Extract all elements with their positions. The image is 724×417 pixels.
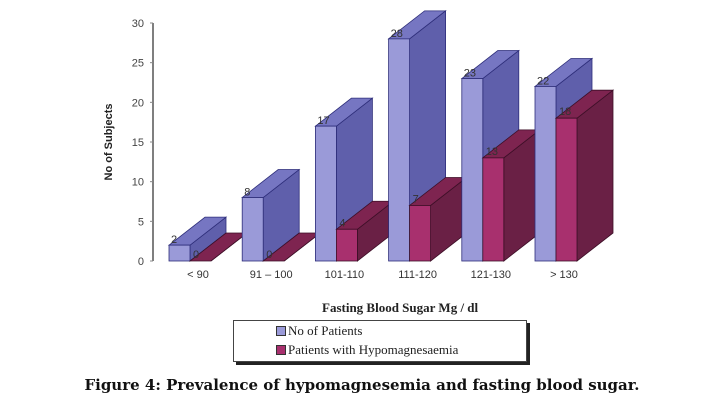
bar-side-face xyxy=(576,89,614,262)
data-label: 23 xyxy=(464,68,476,80)
x-axis-title: Fasting Blood Sugar Mg / dl xyxy=(322,300,479,315)
x-tick-label: 111-120 xyxy=(398,269,437,281)
bar-hypomagnesaemia xyxy=(408,176,468,262)
bar-hypomagnesaemia xyxy=(554,89,615,262)
legend-item-hypomagnesaemia: Patients with Hypomagnesaemia xyxy=(276,342,458,358)
y-tick-label: 20 xyxy=(132,97,144,109)
bar-front-face xyxy=(241,197,264,262)
data-label: 8 xyxy=(244,187,250,199)
data-label: 13 xyxy=(486,146,498,158)
y-axis-title: No of Subjects xyxy=(103,103,115,180)
figure-caption: Figure 4: Prevalence of hypomagnesemia a… xyxy=(84,376,640,394)
legend-item-no-of-patients: No of Patients xyxy=(276,323,362,339)
bar-front-face xyxy=(168,244,191,262)
bar-front-face xyxy=(388,38,411,262)
data-label: 18 xyxy=(559,106,571,118)
data-label: 22 xyxy=(537,75,549,87)
y-tick-label: 0 xyxy=(138,256,144,268)
data-label: 28 xyxy=(391,28,403,40)
y-tick-label: 30 xyxy=(132,18,144,30)
y-tick-label: 10 xyxy=(132,177,144,189)
x-tick-label: 101-110 xyxy=(325,269,365,281)
legend-label-no-of-patients: No of Patients xyxy=(288,323,363,338)
data-label: 7 xyxy=(413,193,419,205)
data-label: 0 xyxy=(266,249,272,261)
bar-no-of-patients xyxy=(241,168,301,262)
data-label: 17 xyxy=(317,115,329,127)
legend: No of Patients Patients with Hypomagnesa… xyxy=(233,320,527,362)
bar-hypomagnesaemia xyxy=(481,129,541,262)
x-tick-label: > 130 xyxy=(550,269,578,281)
data-label: 0 xyxy=(193,249,199,261)
data-label: 4 xyxy=(339,217,345,229)
legend-swatch-no-of-patients xyxy=(276,326,286,336)
y-tick-label: 15 xyxy=(132,137,144,149)
legend-label-hypomagnesaemia: Patients with Hypomagnesaemia xyxy=(288,342,459,357)
bar-front-face xyxy=(335,228,358,262)
x-tick-label: 91 – 100 xyxy=(250,269,293,281)
bar-front-face xyxy=(482,157,505,262)
y-tick-label: 5 xyxy=(138,216,144,228)
bar-front-face xyxy=(314,125,337,262)
bar-front-face xyxy=(534,86,557,262)
x-tick-label: 121-130 xyxy=(471,269,511,281)
x-tick-label: < 90 xyxy=(187,269,209,281)
bar-no-of-patients xyxy=(167,216,228,262)
legend-swatch-hypomagnesaemia xyxy=(276,345,286,355)
bar-front-face xyxy=(555,117,578,262)
y-tick-label: 25 xyxy=(132,58,144,70)
bar-front-face xyxy=(461,78,484,262)
data-label: 2 xyxy=(171,234,177,246)
bar-front-face xyxy=(409,205,432,262)
